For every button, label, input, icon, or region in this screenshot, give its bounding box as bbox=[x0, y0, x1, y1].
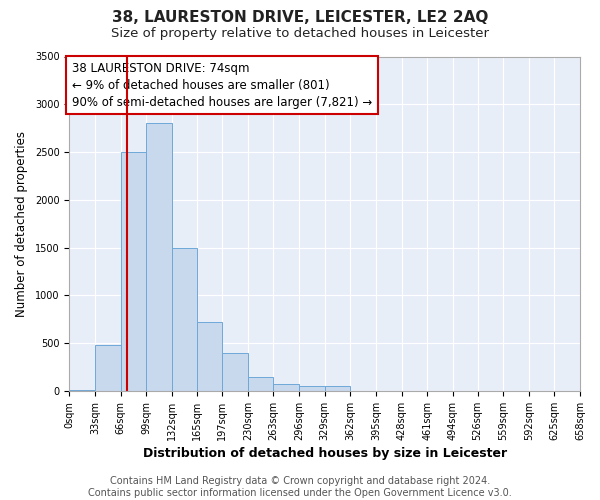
Bar bbox=[95, 345, 121, 391]
Y-axis label: Number of detached properties: Number of detached properties bbox=[15, 130, 28, 316]
Bar bbox=[325, 386, 350, 391]
Bar bbox=[70, 390, 95, 391]
X-axis label: Distribution of detached houses by size in Leicester: Distribution of detached houses by size … bbox=[143, 447, 507, 460]
Bar bbox=[274, 384, 299, 391]
Text: Size of property relative to detached houses in Leicester: Size of property relative to detached ho… bbox=[111, 28, 489, 40]
Bar bbox=[248, 377, 274, 391]
Bar bbox=[197, 322, 222, 391]
Text: Contains HM Land Registry data © Crown copyright and database right 2024.
Contai: Contains HM Land Registry data © Crown c… bbox=[88, 476, 512, 498]
Bar bbox=[146, 124, 172, 391]
Bar bbox=[222, 352, 248, 391]
Text: 38, LAURESTON DRIVE, LEICESTER, LE2 2AQ: 38, LAURESTON DRIVE, LEICESTER, LE2 2AQ bbox=[112, 10, 488, 25]
Bar bbox=[299, 386, 325, 391]
Bar bbox=[121, 152, 146, 391]
Text: 38 LAURESTON DRIVE: 74sqm
← 9% of detached houses are smaller (801)
90% of semi-: 38 LAURESTON DRIVE: 74sqm ← 9% of detach… bbox=[72, 62, 372, 108]
Bar bbox=[172, 248, 197, 391]
